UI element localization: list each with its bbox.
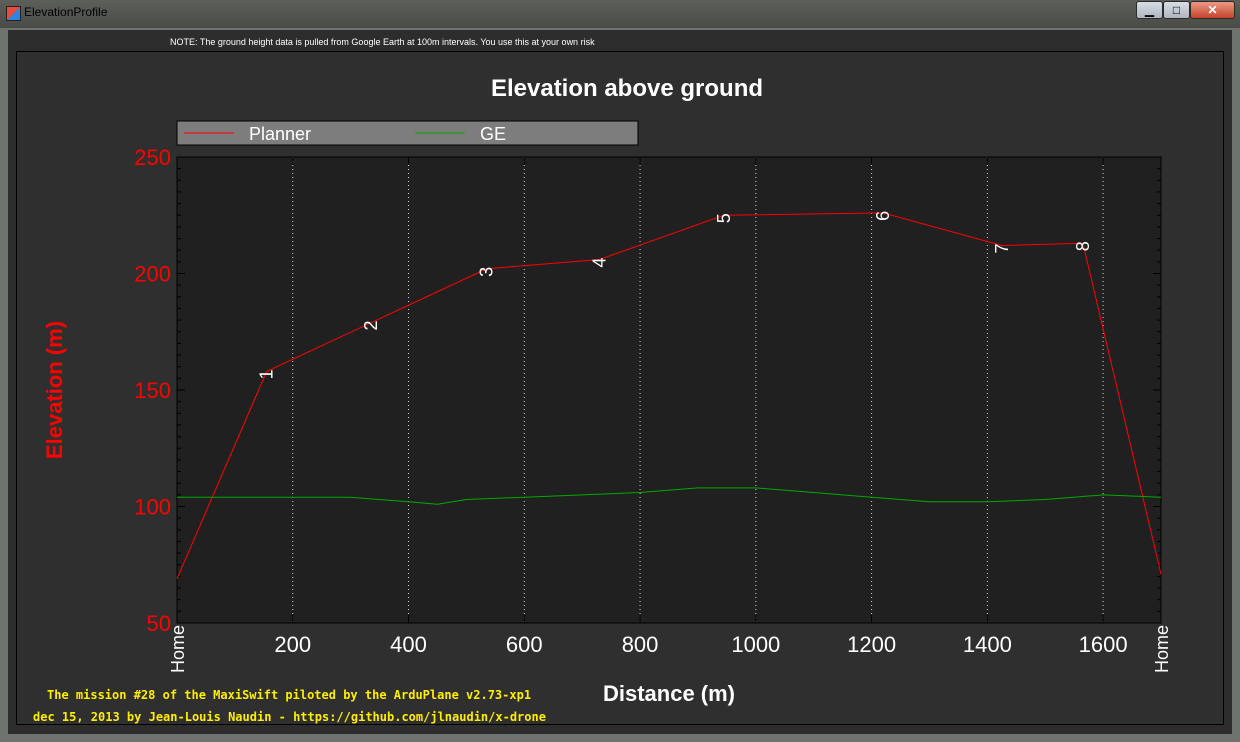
minimize-button[interactable]: ▁ [1136,1,1163,19]
close-button[interactable]: ✕ [1190,1,1235,19]
elevation-chart-panel[interactable]: Elevation above ground Planner GE 50 100 1… [16,51,1224,725]
x-axis: 200 400 600 800 1000 1200 1400 1600 [274,157,1128,657]
series-line-ge [177,487,1162,505]
plot-area [176,156,1162,624]
series-layer [176,212,1162,579]
y-axis-title: Elevation (m) [42,321,67,459]
credit-line-2: dec 15, 2013 by Jean-Louis Naudin - http… [33,710,546,724]
app-icon [6,6,21,21]
window-title: ElevationProfile [24,5,108,19]
maximize-icon: □ [1172,3,1181,17]
waypoint-label: 1 [257,369,277,379]
maximize-button[interactable]: □ [1163,1,1190,19]
legend-box [176,120,639,146]
waypoint-label: 4 [590,258,610,268]
disclaimer-note: NOTE: The ground height data is pulled f… [170,37,595,47]
minimize-icon: ▁ [1144,3,1155,17]
legend: Planner GE [176,120,639,146]
waypoint-label: Home [168,625,188,673]
close-icon: ✕ [1207,3,1218,17]
x-tick-label-1600: 1600 [1079,632,1128,657]
waypoint-label: 6 [873,211,893,221]
waypoint-label: 5 [714,213,734,223]
client-area: NOTE: The ground height data is pulled f… [8,30,1232,734]
x-tick-label-600: 600 [506,632,543,657]
chart-title: Elevation above ground [491,75,763,102]
y-tick-label-100: 100 [134,495,171,520]
x-tick-label-800: 800 [622,632,659,657]
waypoint-label: 8 [1073,241,1093,251]
y-axis: 50 100 150 200 250 [134,145,1161,636]
grid-lines [292,157,1104,623]
y-tick-label-150: 150 [134,378,171,403]
waypoint-labels: Home 1 2 3 4 5 6 7 8 Home [168,211,1172,673]
x-tick-label-200: 200 [274,632,311,657]
legend-label-ge: GE [480,124,506,144]
waypoint-label: 3 [477,267,497,277]
x-tick-label-1400: 1400 [963,632,1012,657]
x-tick-label-1000: 1000 [731,632,780,657]
legend-label-planner: Planner [249,124,311,144]
waypoint-label: Home [1152,625,1172,673]
x-axis-title: Distance (m) [603,681,735,706]
credit-line-1: The mission #28 of the MaxiSwift piloted… [47,688,532,702]
series-line-planner [176,212,1162,579]
x-tick-label-400: 400 [390,632,427,657]
y-tick-label-200: 200 [134,262,171,287]
elevation-chart: Elevation above ground Planner GE 50 100 1… [42,75,1172,706]
title-bar[interactable]: ElevationProfile ▁ □ ✕ [0,0,1240,28]
x-tick-label-1200: 1200 [847,632,896,657]
y-tick-label-250: 250 [134,145,171,170]
waypoint-label: 2 [361,320,381,330]
y-tick-label-50: 50 [147,611,171,636]
waypoint-label: 7 [992,244,1012,254]
